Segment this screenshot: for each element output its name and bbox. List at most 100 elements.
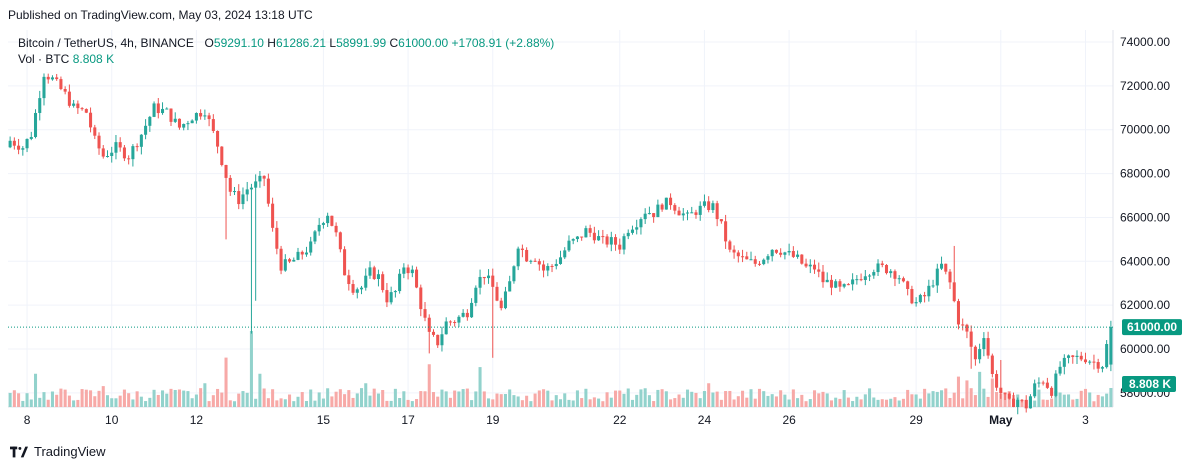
volume-bar xyxy=(757,388,762,407)
volume-bar xyxy=(436,396,440,407)
volume-bar xyxy=(326,388,330,407)
volume-bar xyxy=(148,397,152,407)
volume-bar xyxy=(567,399,571,407)
candle-body xyxy=(148,116,152,126)
footer-brand[interactable]: TradingView xyxy=(10,444,106,459)
volume-bar xyxy=(643,388,647,407)
volume-bar xyxy=(1092,401,1096,407)
candle-body xyxy=(398,273,402,292)
volume-bar xyxy=(203,383,207,407)
volume-bar xyxy=(859,399,863,407)
candle-body xyxy=(372,267,376,279)
volume-bar xyxy=(973,395,977,407)
candle-body xyxy=(406,267,410,274)
candle-body xyxy=(626,232,630,237)
volume-bar xyxy=(313,400,317,407)
candle-body xyxy=(732,249,736,253)
x-tick-label: 17 xyxy=(401,413,415,427)
high-value: 61286.21 xyxy=(275,36,327,50)
volume-bar xyxy=(554,395,558,407)
volume-bar xyxy=(385,400,389,407)
candle-body xyxy=(800,254,804,264)
candle-body xyxy=(520,248,524,250)
candle-body xyxy=(1003,393,1007,395)
volume-bar xyxy=(940,390,944,407)
candle-body xyxy=(584,228,588,238)
volume-bar xyxy=(749,389,753,407)
candle-body xyxy=(664,197,668,210)
volume-bar xyxy=(427,364,431,407)
candle-body xyxy=(448,321,452,323)
candle-body xyxy=(745,256,749,260)
close-value: 61000.00 xyxy=(398,36,449,50)
volume-tag-label: 8.808 K xyxy=(1129,377,1171,391)
candle-body xyxy=(254,181,258,188)
current-price-tag xyxy=(1122,319,1182,336)
candle-body xyxy=(317,224,321,232)
volume-bar xyxy=(97,390,101,407)
candle-body xyxy=(838,281,842,287)
volume-bar xyxy=(503,394,507,407)
volume-bar xyxy=(838,398,842,407)
volume-bar xyxy=(334,391,338,407)
volume-bar xyxy=(131,399,135,407)
volume-bar xyxy=(118,395,122,407)
low-label: L xyxy=(329,36,337,50)
candle-body xyxy=(249,187,253,190)
x-tick-label: 12 xyxy=(190,413,204,427)
volume-bar xyxy=(224,357,228,407)
volume-bar xyxy=(609,397,613,407)
volume-bar xyxy=(537,390,541,407)
volume-bar xyxy=(288,394,292,407)
volume-bar xyxy=(1109,388,1113,407)
volume-bar xyxy=(546,390,550,407)
candle-body xyxy=(1092,361,1096,363)
volume-bar xyxy=(177,389,181,407)
candle-body xyxy=(711,203,715,211)
volume-bar xyxy=(245,392,249,407)
volume-bar xyxy=(389,400,393,407)
volume-bar xyxy=(304,401,309,407)
candle-body xyxy=(669,197,673,206)
candle-body xyxy=(588,228,592,233)
volume-bar xyxy=(419,391,423,407)
candle-body xyxy=(347,275,351,285)
volume-bar xyxy=(199,388,203,407)
candle-body xyxy=(910,289,914,304)
candle-body xyxy=(940,263,944,269)
volume-bar xyxy=(673,398,677,407)
volume-bar xyxy=(296,396,300,407)
candle-body xyxy=(207,115,211,120)
candle-body xyxy=(901,278,905,282)
y-tick-label: 64000.00 xyxy=(1120,254,1170,268)
volume-bar xyxy=(808,399,812,407)
candle-body xyxy=(326,215,330,224)
candle-body xyxy=(978,349,982,360)
candle-body xyxy=(410,269,414,274)
candle-body xyxy=(1067,355,1071,358)
volume-bar xyxy=(931,391,935,407)
candle-body xyxy=(783,252,787,255)
volume-bar xyxy=(402,391,406,407)
candle-body xyxy=(444,321,448,335)
candle-body xyxy=(1045,382,1049,388)
candle-body xyxy=(275,227,279,249)
candle-body xyxy=(999,387,1003,394)
candle-body xyxy=(876,263,880,273)
volume-bar xyxy=(766,395,770,407)
candle-body xyxy=(575,236,579,240)
candle-body xyxy=(266,178,270,204)
volume-bar xyxy=(343,394,347,407)
volume-bar xyxy=(647,395,651,407)
volume-bar xyxy=(347,390,351,407)
chart-legend: Bitcoin / TetherUS, 4h, BINANCE O59291.1… xyxy=(18,35,554,51)
volume-bar xyxy=(995,391,999,407)
candle-body xyxy=(343,249,347,276)
x-tick-label: 29 xyxy=(909,413,923,427)
candle-body xyxy=(220,146,224,165)
volume-bar xyxy=(901,398,905,407)
candle-body xyxy=(402,267,406,274)
volume-bar xyxy=(601,401,605,407)
candle-body xyxy=(762,259,766,265)
